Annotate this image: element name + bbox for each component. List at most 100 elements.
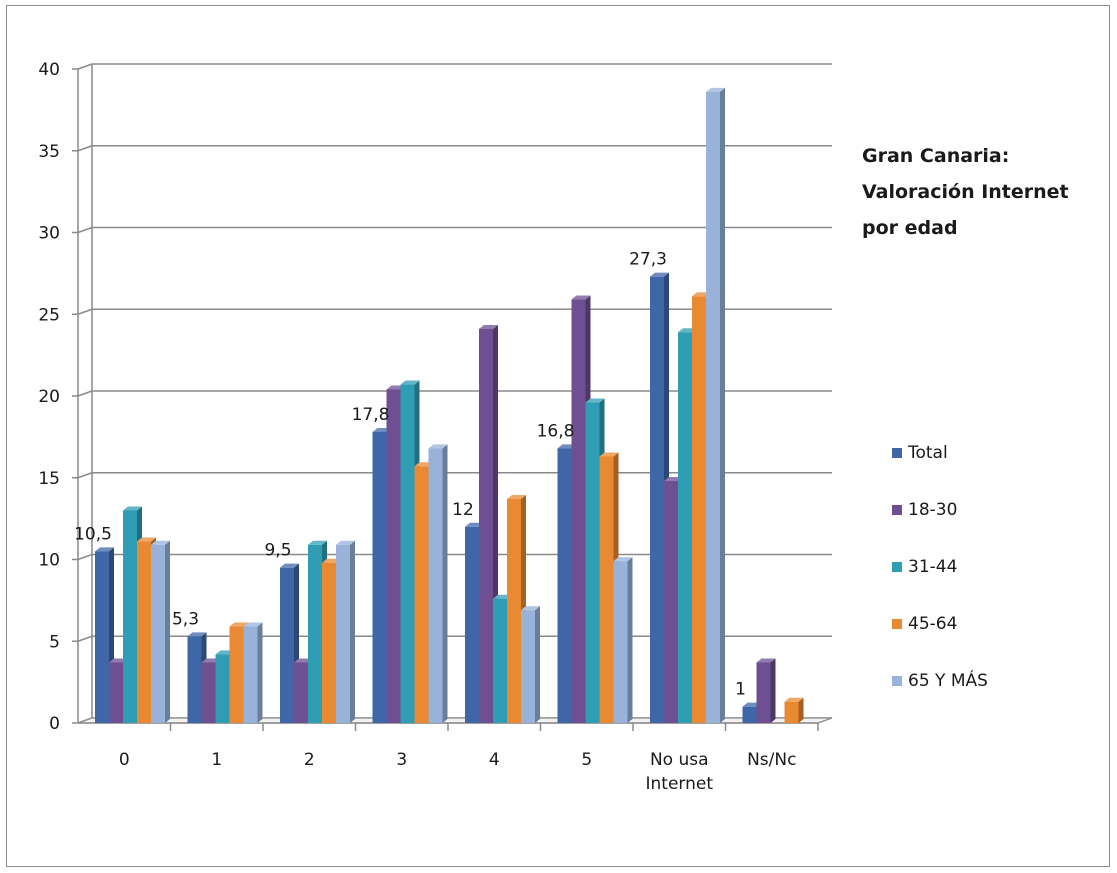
bar-top bbox=[479, 324, 498, 329]
bar-front bbox=[678, 332, 692, 723]
y-tick-label: 25 bbox=[38, 305, 60, 325]
bar-front bbox=[294, 662, 308, 723]
bar-top bbox=[428, 444, 448, 449]
data-labels: 10,5 5,3 9,5 17,8 12 16,8 27,3 1 bbox=[74, 250, 746, 700]
legend-swatch bbox=[892, 505, 902, 515]
legend: Total 18-30 31-44 45-64 65 Y MÁS bbox=[892, 443, 988, 691]
bar-front bbox=[123, 510, 137, 723]
bar-front bbox=[308, 544, 322, 723]
bar-front bbox=[599, 456, 614, 723]
legend-swatch bbox=[892, 619, 902, 629]
bar-top bbox=[521, 606, 540, 611]
legend-swatch bbox=[892, 562, 902, 572]
bar-top bbox=[308, 540, 327, 545]
data-label: 16,8 bbox=[537, 421, 575, 441]
bar-front bbox=[521, 610, 535, 723]
y-tick-label: 0 bbox=[49, 714, 60, 734]
data-label: 5,3 bbox=[172, 609, 199, 629]
data-label: 1 bbox=[735, 680, 746, 700]
bar-front bbox=[151, 544, 165, 723]
y-tick-label: 5 bbox=[49, 632, 60, 652]
bar-top bbox=[187, 632, 207, 637]
x-tick-label: 0 bbox=[119, 750, 130, 770]
bar-front bbox=[664, 481, 678, 723]
bar-65-y-m-s-2 bbox=[336, 540, 355, 723]
data-label: 9,5 bbox=[264, 541, 291, 561]
bar-top bbox=[280, 563, 299, 568]
x-tick-label: Internet bbox=[645, 774, 713, 794]
bar-top bbox=[123, 506, 142, 511]
bar-65-y-m-s-4 bbox=[521, 606, 540, 723]
bar-front bbox=[428, 448, 443, 723]
bar-front bbox=[479, 328, 493, 723]
bar-side bbox=[257, 622, 263, 723]
bars bbox=[95, 87, 804, 723]
bar-top bbox=[585, 398, 605, 403]
legend-item-total: Total bbox=[892, 443, 948, 463]
bar-front bbox=[414, 466, 429, 723]
bar-65-y-m-s-0 bbox=[151, 540, 170, 723]
bar-front bbox=[95, 551, 109, 723]
bar-front bbox=[613, 561, 628, 723]
gridline-diag bbox=[77, 308, 93, 315]
bar-front bbox=[400, 384, 415, 723]
bar-side bbox=[798, 697, 804, 723]
bar-front bbox=[109, 662, 123, 723]
y-tick-label: 10 bbox=[38, 551, 60, 571]
bar-front bbox=[137, 541, 151, 723]
bar-front bbox=[201, 662, 216, 723]
bar-45-64-7 bbox=[784, 697, 804, 723]
x-tick-label: 3 bbox=[396, 750, 407, 770]
bar-top bbox=[613, 557, 633, 562]
gridline-diag bbox=[77, 390, 93, 397]
bar-side bbox=[165, 540, 170, 723]
bar-top bbox=[599, 452, 619, 457]
bar-front bbox=[507, 499, 521, 723]
bar-front bbox=[585, 402, 600, 723]
x-tick-label: 5 bbox=[581, 750, 592, 770]
bar-65-y-m-s-3 bbox=[428, 444, 448, 723]
bar-18-30-7 bbox=[756, 658, 776, 723]
bar-front bbox=[187, 636, 202, 723]
gridline-diag bbox=[77, 226, 93, 234]
chart-title: Gran Canaria: Valoración Internet por ed… bbox=[862, 145, 1069, 239]
legend-swatch bbox=[892, 448, 902, 458]
x-tick-label: 2 bbox=[304, 750, 315, 770]
y-tick-label: 40 bbox=[38, 60, 60, 80]
bar-front bbox=[322, 562, 336, 723]
legend-item-65-y-m-s: 65 Y MÁS bbox=[892, 669, 988, 691]
bar-top bbox=[151, 540, 170, 545]
data-label: 27,3 bbox=[629, 250, 667, 270]
bar-top bbox=[137, 537, 156, 542]
bar-top bbox=[571, 295, 591, 300]
legend-item-31-44: 31-44 bbox=[892, 557, 957, 577]
title-line-1: Gran Canaria: bbox=[862, 145, 1009, 167]
bar-side bbox=[627, 557, 633, 723]
bar-front bbox=[493, 598, 507, 723]
bar-front bbox=[229, 626, 244, 723]
bar-65-y-m-s-1 bbox=[243, 622, 263, 723]
bar-side bbox=[770, 658, 776, 723]
bar-top bbox=[756, 658, 776, 663]
bar-top bbox=[784, 697, 804, 702]
bar-top bbox=[229, 622, 249, 627]
bar-front bbox=[280, 567, 294, 723]
bar-side bbox=[535, 606, 540, 723]
bar-65-y-m-s-6 bbox=[706, 87, 725, 723]
bar-top bbox=[243, 622, 263, 627]
bar-side bbox=[720, 87, 725, 723]
bar-side bbox=[442, 444, 448, 723]
data-label: 12 bbox=[452, 500, 474, 520]
bar-front bbox=[571, 299, 586, 723]
title-line-2: Valoración Internet bbox=[862, 181, 1069, 203]
y-tick-label: 15 bbox=[38, 469, 60, 489]
legend-label: 18-30 bbox=[908, 500, 957, 520]
bar-top bbox=[706, 87, 725, 92]
gridline-diag bbox=[77, 145, 93, 152]
legend-label: 45-64 bbox=[908, 614, 957, 634]
y-tick-label: 35 bbox=[38, 142, 60, 162]
bar-side bbox=[350, 540, 355, 723]
legend-label: 31-44 bbox=[908, 557, 957, 577]
bar-front bbox=[215, 654, 230, 723]
